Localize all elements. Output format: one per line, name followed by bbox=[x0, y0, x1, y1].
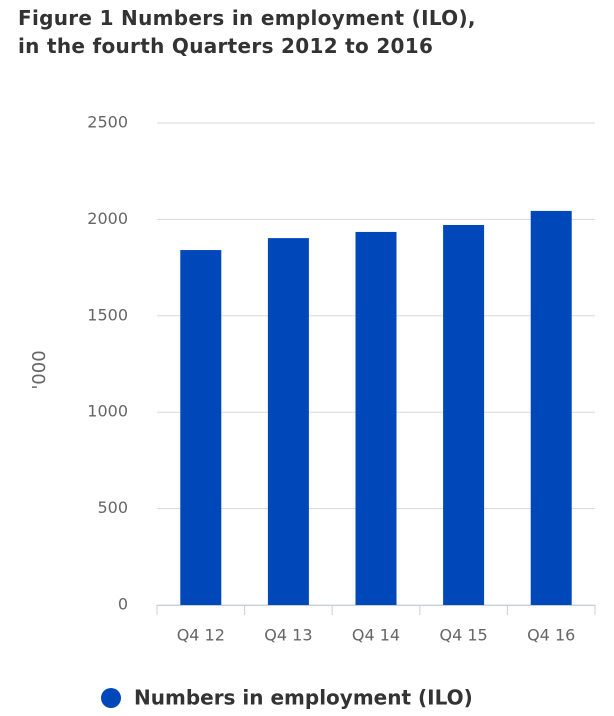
y-tick-label: 2000 bbox=[87, 209, 128, 228]
bar bbox=[355, 231, 397, 605]
bar bbox=[443, 224, 485, 605]
legend-label: Numbers in employment (ILO) bbox=[134, 686, 473, 710]
y-tick-label: 2500 bbox=[87, 113, 128, 132]
y-tick-label: 1500 bbox=[87, 305, 128, 324]
bar bbox=[530, 210, 572, 605]
y-tick-label: 1000 bbox=[87, 402, 128, 421]
y-axis-label: '000 bbox=[29, 350, 50, 389]
x-tick-label: Q4 15 bbox=[439, 626, 487, 645]
x-tick-label: Q4 16 bbox=[527, 626, 575, 645]
bar bbox=[267, 238, 309, 605]
y-tick-label: 0 bbox=[118, 595, 128, 614]
y-tick-label: 500 bbox=[97, 498, 128, 517]
legend-marker bbox=[101, 688, 121, 708]
chart-title: Figure 1 Numbers in employment (ILO), in… bbox=[18, 6, 476, 58]
x-tick-label: Q4 12 bbox=[177, 626, 225, 645]
x-tick-label: Q4 14 bbox=[352, 626, 400, 645]
bar bbox=[180, 250, 222, 605]
x-tick-label: Q4 13 bbox=[264, 626, 312, 645]
